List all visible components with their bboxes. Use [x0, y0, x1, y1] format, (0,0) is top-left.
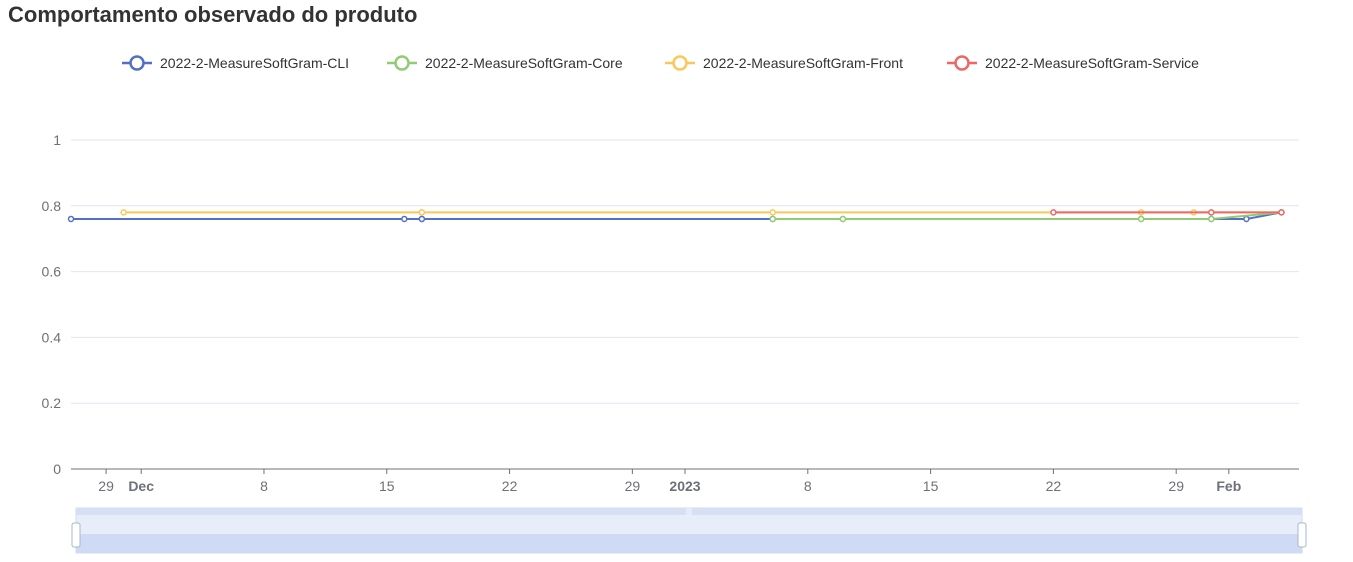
legend-label: 2022-2-MeasureSoftGram-Core	[425, 55, 623, 71]
zoom-selected-area	[76, 534, 1302, 553]
x-tick-label: 15	[379, 478, 395, 494]
data-point[interactable]	[1050, 209, 1057, 216]
data-point[interactable]	[1137, 215, 1145, 223]
legend: 2022-2-MeasureSoftGram-CLI 2022-2-Measure…	[122, 55, 1199, 71]
legend-marker-icon	[394, 55, 410, 71]
y-tick-label: 0	[53, 461, 61, 477]
x-axis: 29 Dec 8 15 22 29 2023 8 15 22 29 Feb	[71, 468, 1299, 494]
legend-item[interactable]: 2022-2-MeasureSoftGram-Front	[665, 55, 903, 71]
zoom-handle[interactable]	[1297, 522, 1307, 548]
x-tick-label: 22	[1046, 478, 1062, 494]
data-point[interactable]	[1208, 215, 1215, 223]
legend-item[interactable]: 2022-2-MeasureSoftGram-Service	[947, 55, 1199, 71]
legend-label: 2022-2-MeasureSoftGram-CLI	[160, 55, 349, 71]
legend-item[interactable]: 2022-2-MeasureSoftGram-CLI	[122, 55, 349, 71]
data-point[interactable]	[1208, 209, 1215, 216]
data-point[interactable]	[1243, 215, 1250, 223]
x-tick-label: Dec	[128, 478, 154, 494]
legend-marker-icon	[129, 55, 145, 71]
x-tick-label: 8	[260, 478, 268, 494]
legend-marker-icon	[672, 55, 688, 71]
data-point[interactable]	[418, 215, 426, 223]
y-tick-label: 0.8	[42, 198, 62, 214]
x-tick-label: 2023	[669, 478, 700, 494]
zoom-move-bar[interactable]	[76, 508, 1302, 515]
y-tick-label: 0.2	[42, 395, 62, 411]
legend-marker-icon	[954, 55, 970, 71]
x-tick-label: 8	[804, 478, 812, 494]
data-point[interactable]	[418, 209, 426, 216]
series-4	[1050, 209, 1285, 216]
chart-title: Comportamento observado do produto	[8, 2, 418, 27]
y-tick-label: 0.6	[42, 264, 62, 280]
legend-item[interactable]: 2022-2-MeasureSoftGram-Core	[387, 55, 623, 71]
data-point[interactable]	[401, 215, 408, 223]
zoom-handle[interactable]	[71, 522, 81, 548]
legend-label: 2022-2-MeasureSoftGram-Front	[703, 55, 903, 71]
data-point[interactable]	[1278, 209, 1285, 216]
grip-icon: |||	[686, 507, 692, 516]
x-tick-label: 29	[1168, 478, 1184, 494]
data-point[interactable]	[839, 215, 847, 223]
x-tick-label: 15	[923, 478, 939, 494]
grid-lines	[71, 139, 1299, 404]
x-tick-label: 29	[98, 478, 114, 494]
data-point[interactable]	[67, 215, 75, 223]
data-point[interactable]	[769, 215, 776, 223]
legend-label: 2022-2-MeasureSoftGram-Service	[985, 55, 1199, 71]
x-tick-label: Feb	[1216, 478, 1241, 494]
series-group	[67, 209, 1285, 223]
data-point[interactable]	[120, 209, 127, 216]
y-tick-label: 0.4	[42, 329, 62, 345]
x-tick-label: 29	[625, 478, 641, 494]
y-tick-label: 1	[53, 132, 61, 148]
data-zoom-slider[interactable]: |||	[71, 507, 1307, 554]
data-point[interactable]	[769, 209, 776, 216]
y-axis: 0 0.2 0.4 0.6 0.8 1	[42, 132, 62, 477]
x-tick-label: 22	[502, 478, 518, 494]
